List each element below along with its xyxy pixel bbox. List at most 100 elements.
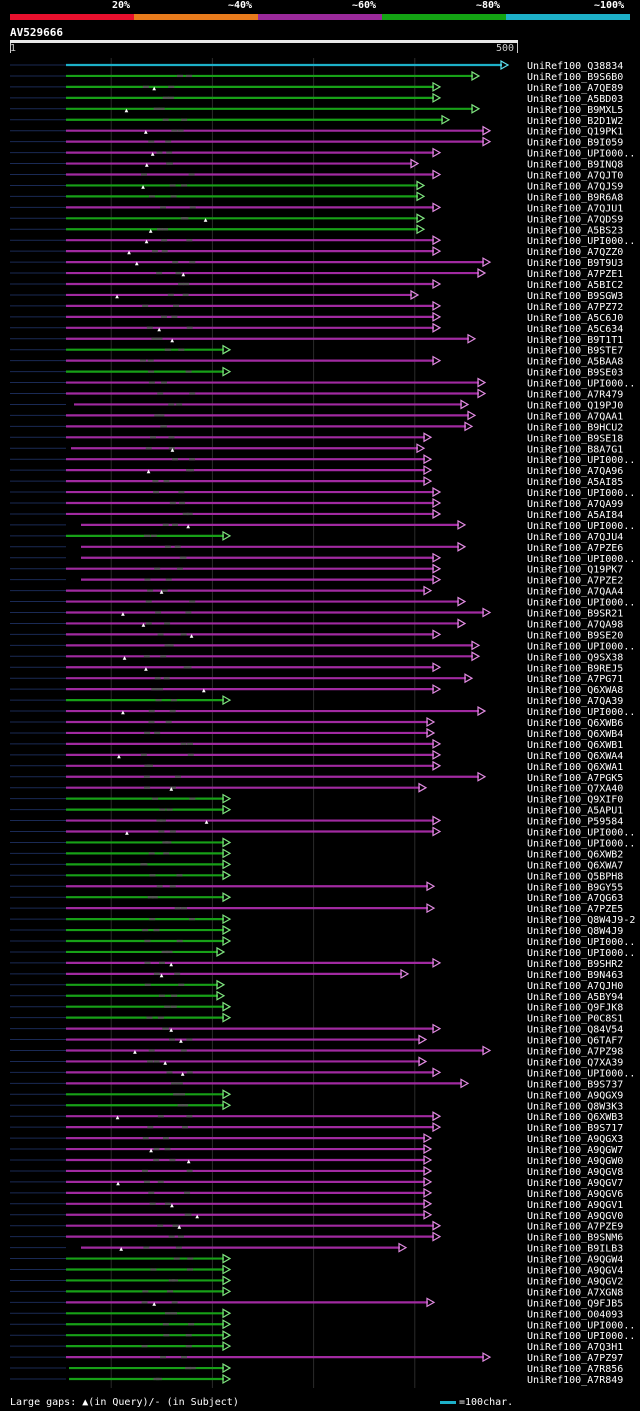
hit-label[interactable]: UniRef100_B9T9U3 — [527, 258, 623, 269]
hit-row[interactable]: UniRef100_A9QGV2 — [10, 1275, 623, 1287]
hit-row[interactable]: ▲ UniRef100_UPI000.. — [10, 826, 635, 839]
hit-label[interactable]: UniRef100_A5AI85 — [527, 477, 623, 488]
hit-row[interactable]: UniRef100_Q6XWB2 — [10, 848, 623, 860]
hit-label[interactable]: UniRef100_A7PZE5 — [527, 904, 623, 915]
hit-label[interactable]: UniRef100_B9SGW3 — [527, 291, 623, 302]
hit-label[interactable]: UniRef100_Q8W3K3 — [527, 1101, 623, 1112]
hit-label[interactable]: UniRef100_A9QGV0 — [527, 1211, 623, 1222]
hit-label[interactable]: UniRef100_Q6XWA4 — [527, 751, 623, 762]
hit-label[interactable]: UniRef100_A5BY94 — [527, 992, 623, 1003]
hit-row[interactable]: UniRef100_A7PZ72 — [10, 300, 623, 313]
hit-row[interactable]: UniRef100_A5C6J0 — [10, 311, 623, 324]
hit-row[interactable]: ▲ UniRef100_A9QGW0 — [10, 1154, 623, 1167]
hit-label[interactable]: UniRef100_A7PZ98 — [527, 1047, 623, 1058]
hit-row[interactable]: UniRef100_A9QGV6 — [10, 1187, 623, 1200]
hit-label[interactable]: UniRef100_O04093 — [527, 1309, 623, 1320]
hit-label[interactable]: UniRef100_A7QAA1 — [527, 411, 623, 422]
hit-row[interactable]: UniRef100_A7R856 — [10, 1363, 623, 1375]
hit-row[interactable]: UniRef100_Q6XWB1 — [10, 738, 623, 751]
hit-label[interactable]: UniRef100_B9GY55 — [527, 882, 623, 893]
hit-row[interactable]: UniRef100_A9QGX9 — [10, 1089, 623, 1101]
hit-row[interactable]: UniRef100_A9QGX3 — [10, 1133, 623, 1145]
hit-label[interactable]: UniRef100_Q6XWB1 — [527, 740, 623, 751]
hit-row[interactable]: ▲ UniRef100_A7PZE9 — [10, 1220, 623, 1233]
hit-row[interactable]: UniRef100_B9STE7 — [10, 344, 623, 357]
hit-row[interactable]: UniRef100_A7QAA1 — [10, 410, 623, 422]
hit-row[interactable]: UniRef100_UPI000.. — [10, 552, 635, 565]
hit-row[interactable]: UniRef100_B2D1W2 — [10, 114, 623, 127]
hit-row[interactable]: ▲ UniRef100_A7QAA4 — [10, 585, 623, 598]
hit-row[interactable]: ▲ UniRef100_B9SE20 — [10, 629, 623, 641]
hit-row[interactable]: ▲ UniRef100_A7QJS9 — [10, 180, 623, 192]
hit-label[interactable]: UniRef100_Q7XA39 — [527, 1057, 623, 1068]
hit-row[interactable]: ▲ UniRef100_UPI000.. — [10, 519, 635, 532]
hit-row[interactable]: UniRef100_Q6XWA7 — [10, 859, 623, 871]
hit-row[interactable]: ▲ UniRef100_B9T1T1 — [10, 333, 623, 346]
hit-row[interactable]: UniRef100_A5BY94 — [10, 990, 623, 1003]
hit-row[interactable]: UniRef100_UPI000.. — [10, 596, 635, 609]
hit-row[interactable]: ▲ UniRef100_A7QE89 — [10, 81, 623, 94]
hit-label[interactable]: UniRef100_A7QG63 — [527, 893, 623, 904]
hit-label[interactable]: UniRef100_A7QJU4 — [527, 532, 623, 543]
hit-label[interactable]: UniRef100_A7PZE2 — [527, 576, 623, 587]
hit-label[interactable]: UniRef100_A9QGX3 — [527, 1134, 623, 1145]
hit-row[interactable]: UniRef100_A5BIC2 — [10, 278, 623, 291]
hit-label[interactable]: UniRef100_A5BS23 — [527, 225, 623, 236]
hit-label[interactable]: UniRef100_UPI000.. — [527, 1331, 635, 1342]
hit-row[interactable]: UniRef100_A9QGW4 — [10, 1253, 623, 1266]
hit-label[interactable]: UniRef100_A5BAA8 — [527, 357, 623, 368]
hit-label[interactable]: UniRef100_Q6XWB2 — [527, 849, 623, 860]
hit-label[interactable]: UniRef100_B9SR21 — [527, 609, 623, 620]
hit-row[interactable]: UniRef100_Q5BPH8 — [10, 870, 623, 882]
hit-row[interactable]: ▲ UniRef100_B9REJ5 — [10, 662, 623, 674]
hit-label[interactable]: UniRef100_A7QJU1 — [527, 203, 623, 214]
hit-label[interactable]: UniRef100_A9QGV8 — [527, 1167, 623, 1178]
hit-row[interactable]: UniRef100_UPI000.. — [10, 946, 635, 959]
hit-label[interactable]: UniRef100_B8A7G1 — [527, 444, 623, 455]
hit-label[interactable]: UniRef100_Q6XWB6 — [527, 718, 623, 729]
hit-label[interactable]: UniRef100_Q19PK1 — [527, 127, 623, 138]
hit-label[interactable]: UniRef100_UPI000.. — [527, 598, 635, 609]
hit-label[interactable]: UniRef100_UPI000.. — [527, 488, 635, 499]
hit-row[interactable]: UniRef100_Q8W3K3 — [10, 1100, 623, 1112]
hit-row[interactable]: UniRef100_B9S717 — [10, 1122, 623, 1134]
hit-row[interactable]: UniRef100_A7R849 — [10, 1373, 623, 1386]
hit-label[interactable]: UniRef100_B9S717 — [527, 1123, 623, 1134]
hit-label[interactable]: UniRef100_A7PZ97 — [527, 1353, 623, 1364]
hit-label[interactable]: UniRef100_Q84V54 — [527, 1025, 623, 1036]
hit-row[interactable]: UniRef100_A7QA39 — [10, 695, 623, 707]
hit-row[interactable]: UniRef100_B9I059 — [10, 136, 623, 149]
hit-row[interactable]: UniRef100_Q6XWB6 — [10, 716, 623, 729]
hit-label[interactable]: UniRef100_B9HCU2 — [527, 422, 623, 433]
hit-label[interactable]: UniRef100_A7QA39 — [527, 696, 623, 707]
hit-row[interactable]: UniRef100_A5APU1 — [10, 804, 623, 817]
hit-row[interactable]: ▲ UniRef100_A7QDS9 — [10, 213, 623, 225]
hit-row[interactable]: UniRef100_A7QG63 — [10, 892, 623, 904]
hit-label[interactable]: UniRef100_UPI000.. — [527, 149, 635, 160]
hit-label[interactable]: UniRef100_B9S6B0 — [527, 72, 623, 83]
hit-label[interactable]: UniRef100_B9R6A8 — [527, 192, 623, 203]
hit-label[interactable]: UniRef100_Q6XWB4 — [527, 729, 623, 740]
hit-label[interactable]: UniRef100_Q9XIF0 — [527, 795, 623, 806]
hit-row[interactable]: UniRef100_A7PGK5 — [10, 771, 623, 784]
hit-row[interactable]: UniRef100_A5AI85 — [10, 476, 623, 488]
hit-row[interactable]: UniRef100_A7PZE6 — [10, 541, 623, 554]
hit-row[interactable]: UniRef100_A7R479 — [10, 388, 623, 401]
hit-label[interactable]: UniRef100_A7R849 — [527, 1375, 623, 1386]
hit-label[interactable]: UniRef100_Q8W4J9-2 — [527, 915, 635, 926]
hit-row[interactable]: UniRef100_A9QGV4 — [10, 1264, 623, 1277]
hit-row[interactable]: UniRef100_B9HCU2 — [10, 421, 623, 433]
hit-label[interactable]: UniRef100_Q6XWA8 — [527, 685, 623, 696]
hit-row[interactable]: UniRef100_B9SE03 — [10, 366, 623, 379]
hit-row[interactable]: UniRef100_A7QJH0 — [10, 979, 623, 992]
hit-label[interactable]: UniRef100_A7PZE6 — [527, 543, 623, 554]
hit-row[interactable]: UniRef100_UPI000.. — [10, 1319, 635, 1331]
hit-label[interactable]: UniRef100_Q19PK7 — [527, 565, 623, 576]
hit-row[interactable]: ▲ UniRef100_Q19PK1 — [10, 125, 623, 138]
hit-label[interactable]: UniRef100_A7QZZ0 — [527, 247, 623, 258]
hit-label[interactable]: UniRef100_UPI000.. — [527, 379, 635, 390]
hit-label[interactable]: UniRef100_A7PG71 — [527, 674, 623, 685]
hit-row[interactable]: ▲ UniRef100_A7QA96 — [10, 465, 623, 477]
hit-row[interactable]: UniRef100_Q9FJK8 — [10, 1001, 623, 1014]
hit-label[interactable]: UniRef100_A7Q3H1 — [527, 1342, 623, 1353]
